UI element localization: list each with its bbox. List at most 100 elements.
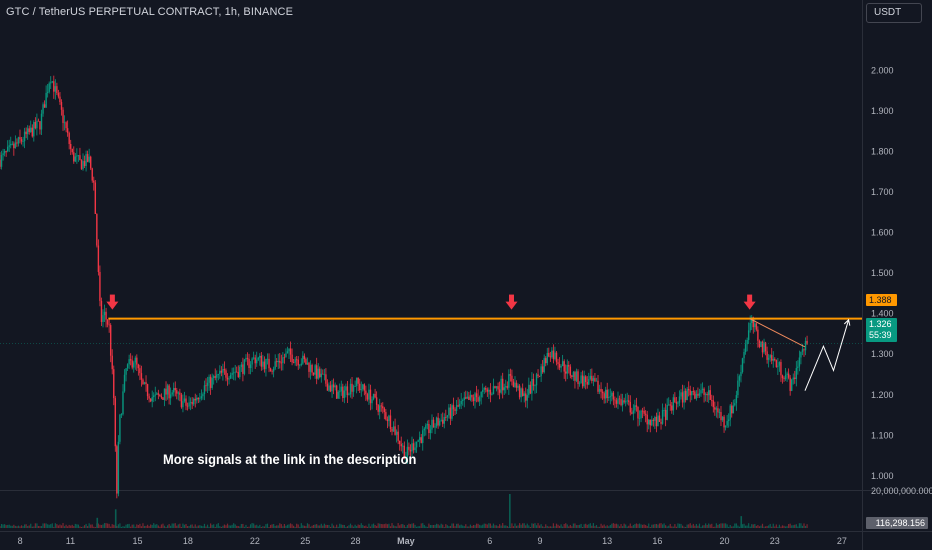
volume-bar	[45, 523, 47, 528]
volume-bar	[434, 524, 436, 528]
currency-button[interactable]: USDT	[866, 3, 922, 23]
volume-bar	[583, 524, 585, 528]
candle-body	[718, 412, 721, 413]
volume-bar	[403, 525, 405, 528]
volume-bar	[134, 526, 136, 528]
candle-body	[568, 364, 570, 367]
volume-bar	[585, 523, 587, 528]
candle-body	[143, 382, 146, 384]
candle-body	[226, 377, 229, 380]
candle-body	[153, 395, 155, 398]
volume-axis-label: 20,000,000.000	[871, 486, 932, 496]
candle-body	[798, 357, 801, 367]
volume-bar	[133, 524, 135, 528]
volume-bar	[500, 525, 502, 528]
volume-bar	[592, 523, 594, 528]
volume-bar	[120, 526, 123, 528]
volume-bar	[531, 523, 533, 528]
candle-body	[220, 370, 223, 373]
volume-bar	[746, 525, 748, 528]
volume-bar	[446, 525, 448, 528]
candle-body	[683, 390, 685, 403]
candle-body	[648, 419, 650, 425]
candle-body	[60, 102, 63, 110]
candle-body	[394, 426, 396, 435]
candle-body	[162, 397, 164, 400]
volume-bar	[529, 526, 531, 528]
volume-bar	[193, 526, 195, 528]
volume-bar	[661, 524, 664, 528]
signal-arrow-shaft	[508, 294, 514, 303]
candle-body	[103, 311, 106, 316]
volume-bar	[372, 523, 375, 528]
volume-bar	[173, 523, 175, 528]
candle-body	[159, 394, 161, 397]
candle-body	[385, 412, 387, 420]
volume-bar	[557, 524, 559, 528]
candle-body	[212, 376, 215, 379]
candle-body	[597, 380, 599, 392]
volume-bar	[711, 523, 713, 528]
volume-bar	[322, 525, 324, 528]
candle-body	[137, 364, 140, 369]
time-axis-label: May	[397, 536, 415, 546]
candle-body	[192, 398, 195, 405]
candle-body	[726, 421, 728, 426]
candle-body	[701, 388, 704, 391]
candle-body	[96, 213, 98, 246]
volume-bar	[70, 525, 72, 528]
symbol-title[interactable]: GTC / TetherUS PERPETUAL CONTRACT, 1h, B…	[6, 6, 294, 18]
volume-bar	[726, 524, 728, 528]
volume-bar	[608, 526, 610, 528]
volume-bar	[200, 525, 202, 528]
candle-body	[660, 421, 662, 424]
volume-bar	[540, 524, 542, 528]
candle-body	[315, 365, 318, 379]
volume-bar	[491, 525, 493, 528]
candle-body	[302, 355, 304, 364]
volume-bar	[385, 523, 387, 528]
candle-body	[712, 400, 715, 408]
candle-body	[486, 389, 489, 392]
volume-bar	[392, 525, 395, 528]
volume-bar	[311, 525, 313, 528]
volume-bar	[674, 524, 676, 528]
volume-bar	[606, 525, 608, 528]
volume-bar	[442, 524, 444, 528]
volume-bar	[165, 526, 167, 528]
volume-bar	[286, 524, 289, 528]
volume-bar	[548, 526, 550, 528]
candle-body	[126, 364, 129, 369]
volume-bar	[680, 523, 682, 528]
candle-body	[219, 370, 221, 375]
candle-body	[462, 400, 464, 401]
candle-body	[694, 391, 696, 399]
candle-body	[689, 390, 691, 396]
candle-body	[480, 391, 482, 398]
candle-body	[196, 397, 198, 401]
volume-bar	[511, 523, 513, 528]
candle-body	[408, 446, 410, 450]
candle-body	[73, 152, 75, 162]
candle-body	[174, 388, 176, 391]
volume-bar	[316, 524, 318, 528]
candle-body	[276, 361, 278, 363]
time-axis-label: 20	[719, 536, 729, 546]
candle-body	[372, 393, 375, 400]
volume-bar	[714, 526, 716, 528]
volume-bar	[786, 526, 788, 528]
volume-spike	[114, 509, 117, 528]
candle-body	[617, 398, 619, 404]
volume-bar	[202, 526, 204, 528]
volume-bar	[618, 526, 621, 528]
candle-body	[197, 397, 200, 400]
candle-body	[624, 401, 627, 403]
volume-bars	[0, 494, 808, 528]
volume-bar	[705, 523, 707, 528]
candle-body	[206, 382, 209, 386]
price-axis-label: 1.400	[871, 309, 894, 319]
volume-bar	[582, 526, 584, 528]
volume-bar	[471, 525, 473, 528]
candle-body	[535, 374, 538, 386]
